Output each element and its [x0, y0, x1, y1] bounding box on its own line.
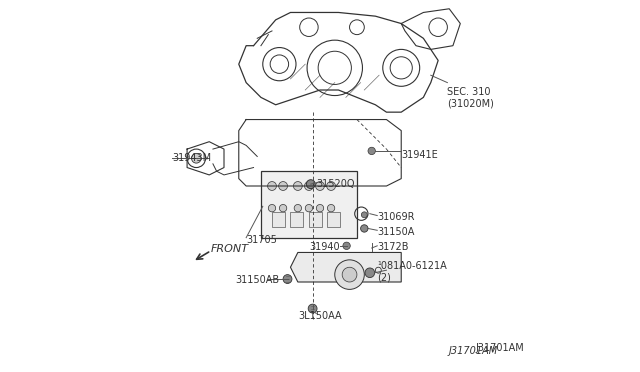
Circle shape	[191, 154, 201, 163]
Circle shape	[268, 205, 276, 212]
Circle shape	[278, 182, 287, 190]
Circle shape	[368, 147, 376, 155]
Circle shape	[283, 275, 292, 283]
Bar	[272, 212, 285, 227]
Circle shape	[365, 268, 374, 278]
Circle shape	[305, 182, 314, 190]
Circle shape	[335, 260, 364, 289]
Circle shape	[308, 304, 317, 313]
Circle shape	[294, 205, 301, 212]
Text: J31701AM: J31701AM	[475, 343, 524, 353]
Circle shape	[280, 205, 287, 212]
Bar	[309, 212, 322, 227]
Bar	[291, 212, 303, 227]
Circle shape	[268, 182, 276, 190]
Circle shape	[293, 182, 302, 190]
Polygon shape	[291, 253, 401, 282]
Text: 31520Q: 31520Q	[316, 179, 355, 189]
Text: 31069R: 31069R	[377, 212, 415, 222]
Text: 3172B: 3172B	[377, 242, 409, 252]
Text: SEC. 310
(31020M): SEC. 310 (31020M)	[447, 87, 494, 108]
Circle shape	[342, 267, 357, 282]
Text: 3L150AA: 3L150AA	[298, 311, 342, 321]
Circle shape	[316, 205, 324, 212]
Circle shape	[316, 182, 324, 190]
Circle shape	[307, 180, 316, 189]
Text: ¹081A0-6121A
(2): ¹081A0-6121A (2)	[377, 261, 447, 282]
Text: 31150AB: 31150AB	[235, 275, 279, 285]
Text: 31941E: 31941E	[401, 150, 438, 160]
Circle shape	[362, 212, 367, 218]
Text: 31705: 31705	[246, 234, 277, 244]
Bar	[261, 171, 357, 238]
Circle shape	[305, 205, 312, 212]
Circle shape	[360, 225, 368, 232]
Circle shape	[328, 205, 335, 212]
Text: 31943M: 31943M	[172, 153, 211, 163]
Text: J31701AM: J31701AM	[448, 346, 497, 356]
Text: FRONT: FRONT	[211, 244, 249, 254]
Bar	[328, 212, 340, 227]
Circle shape	[343, 242, 350, 250]
Text: 31150A: 31150A	[377, 227, 415, 237]
Circle shape	[326, 182, 335, 190]
Text: 31940: 31940	[310, 242, 340, 252]
